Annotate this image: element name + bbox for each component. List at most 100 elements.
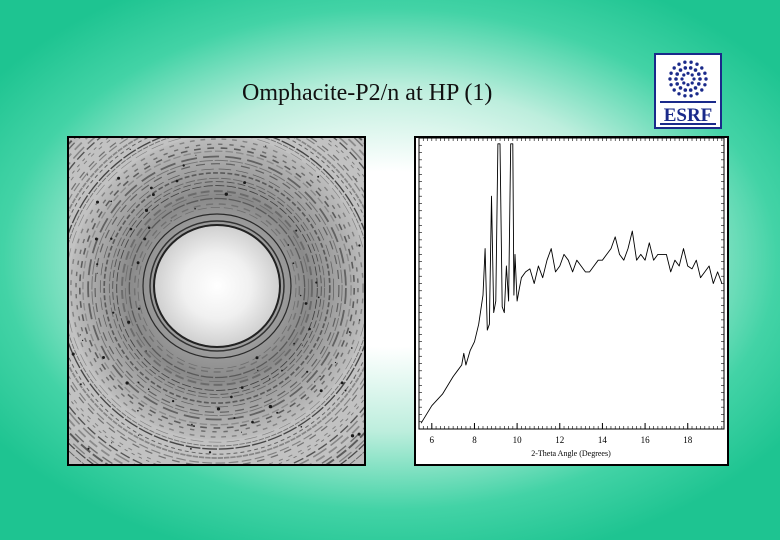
- x-tick-label: 8: [472, 435, 477, 445]
- plot-frame: [418, 137, 725, 430]
- esrf-logo: ESRF: [654, 53, 722, 129]
- diffraction-speckle: [224, 192, 228, 196]
- diffraction-speckle: [191, 423, 193, 426]
- diffraction-speckle: [150, 186, 153, 190]
- x-tick-label: 10: [513, 435, 523, 445]
- logo-dot: [688, 88, 693, 92]
- diffraction-speckle: [276, 411, 279, 414]
- diffraction-ring: [69, 138, 364, 464]
- logo-dot: [697, 72, 701, 76]
- diffraction-speckle: [127, 320, 131, 324]
- diffraction-ring: [69, 138, 364, 450]
- x-tick-label: 16: [641, 435, 651, 445]
- esrf-logo-mark: ESRF: [660, 60, 716, 126]
- diffraction-ring: [82, 150, 352, 426]
- logo-dot: [695, 92, 699, 96]
- logo-dot: [672, 66, 676, 70]
- diffraction-speckle: [125, 381, 129, 385]
- diffraction-chart-svg: 6 8 10 12 14 16 18 2-Theta Angle (Degrees): [418, 137, 725, 458]
- logo-dot: [698, 77, 702, 81]
- diffraction-ring: [91, 159, 343, 417]
- diffraction-speckle: [355, 178, 357, 180]
- diffraction-ring: [69, 138, 364, 443]
- diffraction-ring: [103, 172, 331, 404]
- diffraction-ring: [94, 163, 340, 413]
- diffraction-speckle: [80, 383, 82, 386]
- logo-dot: [688, 66, 693, 70]
- diffraction-speckle: [350, 347, 353, 349]
- diffraction-pattern-image: [67, 136, 366, 466]
- diffraction-speckle: [257, 369, 259, 372]
- diffraction-speckle: [208, 451, 212, 454]
- diffraction-speckle: [175, 179, 179, 183]
- diffraction-speckle: [344, 389, 347, 392]
- logo-dot: [700, 88, 704, 92]
- diffraction-speckle: [79, 334, 81, 336]
- x-tick-label: 18: [683, 435, 693, 445]
- logo-dot: [689, 94, 693, 98]
- diffraction-ring: [112, 181, 322, 395]
- logo-dot: [689, 60, 693, 64]
- diffraction-speckle: [317, 296, 320, 299]
- diffraction-speckle: [143, 237, 147, 241]
- logo-dot: [690, 81, 694, 85]
- x-tick-label: 12: [555, 435, 564, 445]
- diffraction-speckle: [94, 237, 98, 241]
- diffraction-ring: [121, 190, 313, 386]
- diffraction-speckle: [313, 381, 316, 383]
- diffraction-speckle: [251, 420, 254, 424]
- diffraction-speckle: [350, 434, 355, 438]
- diffraction-speckle: [137, 381, 140, 384]
- diffraction-ring: [128, 197, 306, 379]
- diffraction-speckle: [319, 389, 323, 393]
- diffraction-speckle: [147, 388, 150, 390]
- diffraction-ring: [75, 143, 359, 433]
- logo-dot: [692, 77, 696, 81]
- diffraction-speckle: [182, 164, 185, 167]
- diffraction-speckle: [216, 407, 221, 411]
- diffraction-ring: [137, 207, 297, 369]
- logo-dot: [683, 88, 688, 92]
- diffraction-speckle: [233, 417, 236, 420]
- diffraction-ring: [133, 203, 301, 373]
- diffraction-speckle: [357, 432, 361, 436]
- diffraction-speckle: [243, 181, 247, 185]
- diffraction-speckle: [151, 193, 155, 197]
- diffraction-ring: [116, 185, 318, 391]
- diffraction-speckle: [189, 447, 192, 450]
- diffraction-speckle: [293, 342, 295, 345]
- diffraction-ring: [87, 155, 347, 421]
- diffraction-speckle: [300, 426, 303, 428]
- diffraction-speckle: [171, 399, 175, 403]
- logo-dot: [677, 62, 681, 66]
- diffraction-speckle: [87, 174, 89, 176]
- diffraction-speckle: [340, 381, 344, 385]
- diffraction-ring: [69, 138, 364, 447]
- diffraction-speckle: [195, 154, 197, 156]
- logo-dot: [674, 77, 678, 81]
- diffraction-speckle: [240, 431, 243, 433]
- logo-dot: [669, 83, 673, 87]
- diffraction-speckle: [129, 227, 133, 231]
- diffraction-speckle: [137, 409, 139, 412]
- diffraction-speckle: [255, 356, 259, 360]
- logo-dot: [693, 86, 698, 90]
- diffraction-speckle: [295, 229, 298, 232]
- diffraction-speckle: [144, 208, 149, 212]
- logo-dot: [672, 88, 676, 92]
- logo-dot: [669, 71, 673, 75]
- esrf-logo-text: ESRF: [664, 105, 713, 126]
- diffraction-ring: [99, 168, 335, 408]
- diffraction-series-line: [420, 143, 723, 424]
- diffraction-speckle: [110, 237, 113, 240]
- diffraction-speckle: [111, 442, 113, 444]
- logo-dot: [677, 92, 681, 96]
- x-axis-label: 2-Theta Angle (Degrees): [531, 449, 611, 458]
- diffraction-ring: [124, 193, 310, 383]
- diffraction-speckle: [317, 175, 320, 178]
- diffraction-speckle: [265, 145, 267, 147]
- logo-dot: [693, 68, 698, 72]
- diffraction-speckle: [81, 339, 84, 342]
- logo-dot: [680, 77, 684, 81]
- diffraction-speckle: [269, 378, 271, 380]
